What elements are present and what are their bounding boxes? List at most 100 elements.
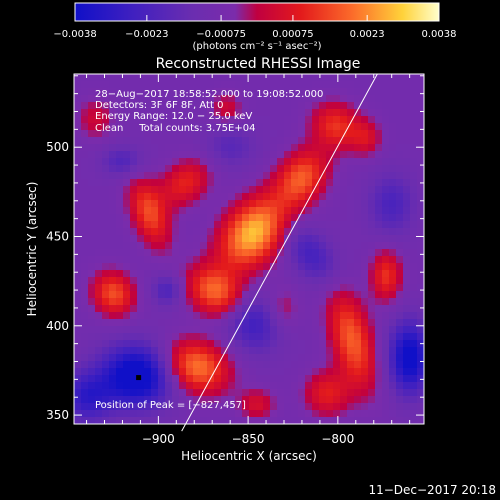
heatmap-cell	[354, 284, 362, 292]
heatmap-cell	[109, 179, 117, 187]
heatmap-cell	[74, 151, 82, 159]
heatmap-cell	[102, 305, 110, 313]
heatmap-cell	[389, 214, 397, 222]
heatmap-cell	[277, 270, 285, 278]
heatmap-cell	[354, 130, 362, 138]
heatmap-cell	[200, 403, 208, 411]
heatmap-cell	[319, 144, 327, 152]
heatmap-cell	[340, 270, 348, 278]
heatmap-cell	[74, 214, 82, 222]
heatmap-cell	[312, 74, 320, 82]
heatmap-cell	[228, 102, 236, 110]
heatmap-cell	[375, 403, 383, 411]
heatmap-cell	[109, 123, 117, 131]
heatmap-cell	[214, 284, 222, 292]
heatmap-cell	[312, 340, 320, 348]
heatmap-cell	[81, 221, 89, 229]
heatmap-cell	[347, 95, 355, 103]
heatmap-cell	[193, 123, 201, 131]
heatmap-cell	[116, 88, 124, 96]
heatmap-cell	[305, 298, 313, 306]
heatmap-cell	[270, 74, 278, 82]
heatmap-cell	[263, 95, 271, 103]
heatmap-cell	[340, 382, 348, 390]
heatmap-cell	[389, 403, 397, 411]
heatmap-cell	[410, 368, 418, 376]
heatmap-cell	[165, 123, 173, 131]
heatmap-cell	[256, 277, 264, 285]
heatmap-cell	[291, 305, 299, 313]
heatmap-cell	[172, 298, 180, 306]
heatmap-cell	[102, 207, 110, 215]
heatmap-cell	[417, 102, 424, 110]
heatmap-cell	[333, 179, 341, 187]
heatmap-cell	[396, 340, 404, 348]
heatmap-cell	[312, 193, 320, 201]
heatmap-cell	[186, 354, 194, 362]
heatmap-cell	[284, 298, 292, 306]
heatmap-cell	[207, 361, 215, 369]
heatmap-cell	[333, 102, 341, 110]
heatmap-cell	[298, 305, 306, 313]
heatmap-cell	[340, 389, 348, 397]
heatmap-cell	[214, 88, 222, 96]
heatmap-cell	[375, 389, 383, 397]
heatmap-cell	[221, 172, 229, 180]
heatmap-cell	[319, 375, 327, 383]
heatmap-cell	[179, 403, 187, 411]
heatmap-cell	[354, 403, 362, 411]
heatmap-cell	[235, 74, 243, 82]
heatmap-cell	[284, 74, 292, 82]
heatmap-cell	[347, 347, 355, 355]
heatmap-cell	[263, 200, 271, 208]
heatmap-cell	[333, 158, 341, 166]
heatmap-cell	[361, 382, 369, 390]
heatmap-cell	[95, 340, 103, 348]
heatmap-cell	[361, 165, 369, 173]
heatmap-cell	[256, 200, 264, 208]
heatmap-cell	[186, 207, 194, 215]
heatmap-cell	[102, 361, 110, 369]
heatmap-cell	[417, 396, 424, 404]
heatmap-cell	[144, 375, 152, 383]
heatmap-cell	[116, 221, 124, 229]
heatmap-cell	[74, 186, 82, 194]
heatmap-cell	[263, 368, 271, 376]
heatmap-cell	[417, 123, 424, 131]
heatmap-cell	[95, 312, 103, 320]
heatmap-cell	[116, 340, 124, 348]
heatmap-cell	[172, 207, 180, 215]
heatmap-cell	[200, 375, 208, 383]
heatmap-cell	[354, 410, 362, 418]
heatmap-cell	[403, 214, 411, 222]
heatmap-cell	[263, 81, 271, 89]
heatmap-cell	[81, 354, 89, 362]
heatmap-cell	[193, 347, 201, 355]
heatmap-cell	[109, 151, 117, 159]
heatmap-cell	[207, 74, 215, 82]
heatmap-cell	[172, 228, 180, 236]
heatmap-cell	[277, 242, 285, 250]
heatmap-cell	[88, 403, 96, 411]
heatmap-cell	[291, 382, 299, 390]
heatmap-cell	[368, 123, 376, 131]
heatmap-cell	[172, 270, 180, 278]
heatmap-cell	[123, 221, 131, 229]
heatmap-cell	[389, 158, 397, 166]
heatmap-cell	[74, 109, 82, 117]
heatmap-cell	[193, 291, 201, 299]
heatmap-cell	[200, 81, 208, 89]
heatmap-cell	[179, 312, 187, 320]
heatmap-cell	[130, 193, 138, 201]
heatmap-cell	[249, 186, 257, 194]
heatmap-cell	[305, 158, 313, 166]
heatmap-cell	[347, 214, 355, 222]
heatmap-cell	[410, 396, 418, 404]
heatmap-cell	[186, 186, 194, 194]
heatmap-cell	[375, 417, 383, 424]
heatmap-cell	[340, 256, 348, 264]
heatmap-cell	[242, 151, 250, 159]
heatmap-cell	[277, 305, 285, 313]
heatmap-cell	[403, 396, 411, 404]
heatmap-cell	[277, 130, 285, 138]
